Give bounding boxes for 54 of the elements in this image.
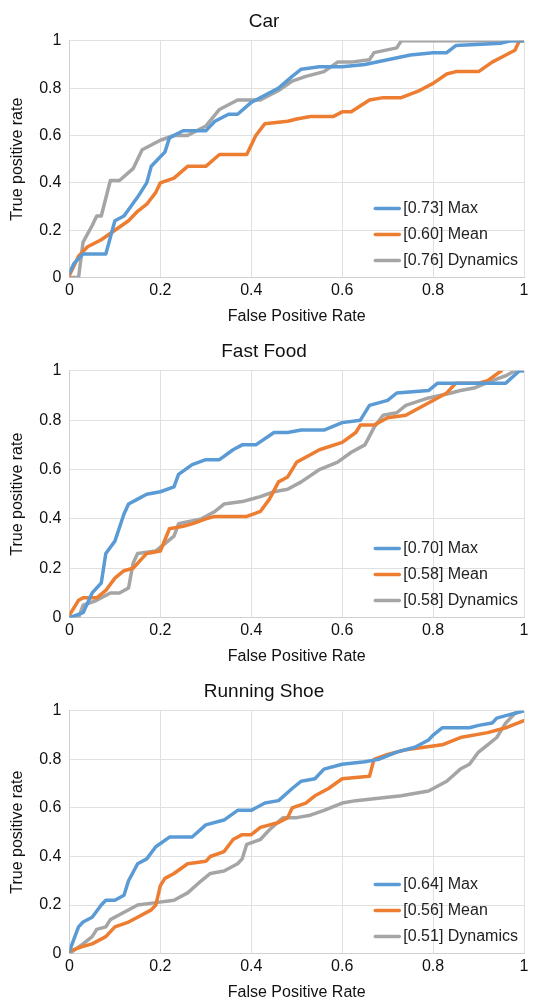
- y-tick-label: 0.4: [39, 509, 62, 527]
- y-tick-label: 0: [52, 944, 62, 962]
- x-tick-label: 0.2: [149, 280, 172, 298]
- x-tick-label: 0.4: [240, 956, 263, 974]
- y-tick-label: 0.6: [39, 125, 62, 143]
- x-tick-label: 0: [64, 280, 74, 298]
- legend-label: [0.58] Mean: [403, 565, 488, 583]
- x-tick-label: 0.8: [421, 280, 445, 298]
- y-tick-label: 0: [52, 608, 62, 626]
- x-tick-label: 0.2: [149, 956, 172, 974]
- x-axis-title: False Positive Rate: [227, 306, 366, 324]
- y-axis-title: True positive rate: [8, 97, 26, 221]
- x-tick-label: 1: [519, 280, 529, 298]
- x-tick-label: 0.4: [240, 620, 263, 638]
- legend-label: [0.51] Dynamics: [403, 927, 519, 945]
- legend-label: [0.70] Max: [403, 539, 478, 557]
- chart-title: Car: [248, 9, 280, 31]
- y-tick-label: 0.2: [39, 558, 62, 576]
- legend-label: [0.73] Max: [403, 199, 478, 217]
- legend-label: [0.76] Dynamics: [403, 251, 519, 269]
- x-tick-label: 0.8: [421, 956, 445, 974]
- y-tick-label: 0.6: [39, 459, 62, 477]
- y-tick-label: 0: [52, 268, 62, 286]
- y-tick-label: 0.8: [39, 749, 62, 767]
- y-tick-label: 0.8: [39, 410, 62, 428]
- x-tick-label: 0.2: [149, 620, 172, 638]
- legend-label: [0.56] Mean: [403, 901, 488, 919]
- y-tick-label: 0.2: [39, 220, 62, 238]
- x-tick-label: 0.6: [331, 280, 354, 298]
- x-tick-label: 0.4: [240, 280, 263, 298]
- x-tick-label: 0: [64, 956, 74, 974]
- x-tick-label: 1: [519, 620, 529, 638]
- y-axis-title: True positive rate: [8, 770, 26, 894]
- x-tick-label: 0.6: [331, 620, 354, 638]
- x-axis-title: False Positive Rate: [227, 982, 366, 1000]
- legend-label: [0.64] Max: [403, 875, 478, 893]
- x-tick-label: 0.6: [331, 956, 354, 974]
- x-tick-label: 0.8: [421, 620, 445, 638]
- y-tick-label: 1: [52, 31, 62, 49]
- y-tick-label: 0.2: [39, 895, 62, 913]
- x-axis-title: False Positive Rate: [227, 646, 366, 664]
- y-tick-label: 0.6: [39, 798, 62, 816]
- legend-label: [0.58] Dynamics: [403, 591, 519, 609]
- chart-title: Fast Food: [221, 339, 307, 361]
- x-tick-label: 0: [64, 620, 74, 638]
- y-tick-label: 0.4: [39, 173, 62, 191]
- legend-label: [0.60] Mean: [403, 225, 488, 243]
- y-axis-title: True positive rate: [8, 432, 26, 556]
- y-tick-label: 1: [52, 361, 62, 379]
- chart-title: Running Shoe: [203, 679, 325, 701]
- y-tick-label: 0.8: [39, 78, 62, 96]
- x-tick-label: 1: [519, 956, 529, 974]
- y-tick-label: 1: [52, 701, 62, 719]
- y-tick-label: 0.4: [39, 846, 62, 864]
